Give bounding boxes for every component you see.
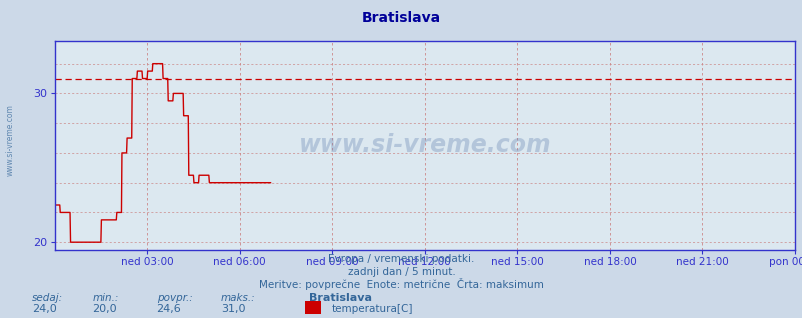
Text: sedaj:: sedaj:: [32, 294, 63, 303]
Text: Bratislava: Bratislava: [362, 11, 440, 25]
Text: 24,0: 24,0: [32, 304, 57, 314]
Text: temperatura[C]: temperatura[C]: [331, 304, 412, 314]
Text: www.si-vreme.com: www.si-vreme.com: [6, 104, 15, 176]
Text: 31,0: 31,0: [221, 304, 245, 314]
Text: maks.:: maks.:: [221, 294, 255, 303]
Text: min.:: min.:: [92, 294, 119, 303]
Text: Evropa / vremenski podatki.: Evropa / vremenski podatki.: [328, 254, 474, 264]
Text: zadnji dan / 5 minut.: zadnji dan / 5 minut.: [347, 267, 455, 277]
Text: 24,6: 24,6: [156, 304, 181, 314]
Text: Bratislava: Bratislava: [309, 294, 371, 303]
Text: Meritve: povprečne  Enote: metrične  Črta: maksimum: Meritve: povprečne Enote: metrične Črta:…: [259, 278, 543, 290]
Text: povpr.:: povpr.:: [156, 294, 192, 303]
Text: 20,0: 20,0: [92, 304, 117, 314]
Text: www.si-vreme.com: www.si-vreme.com: [298, 134, 550, 157]
